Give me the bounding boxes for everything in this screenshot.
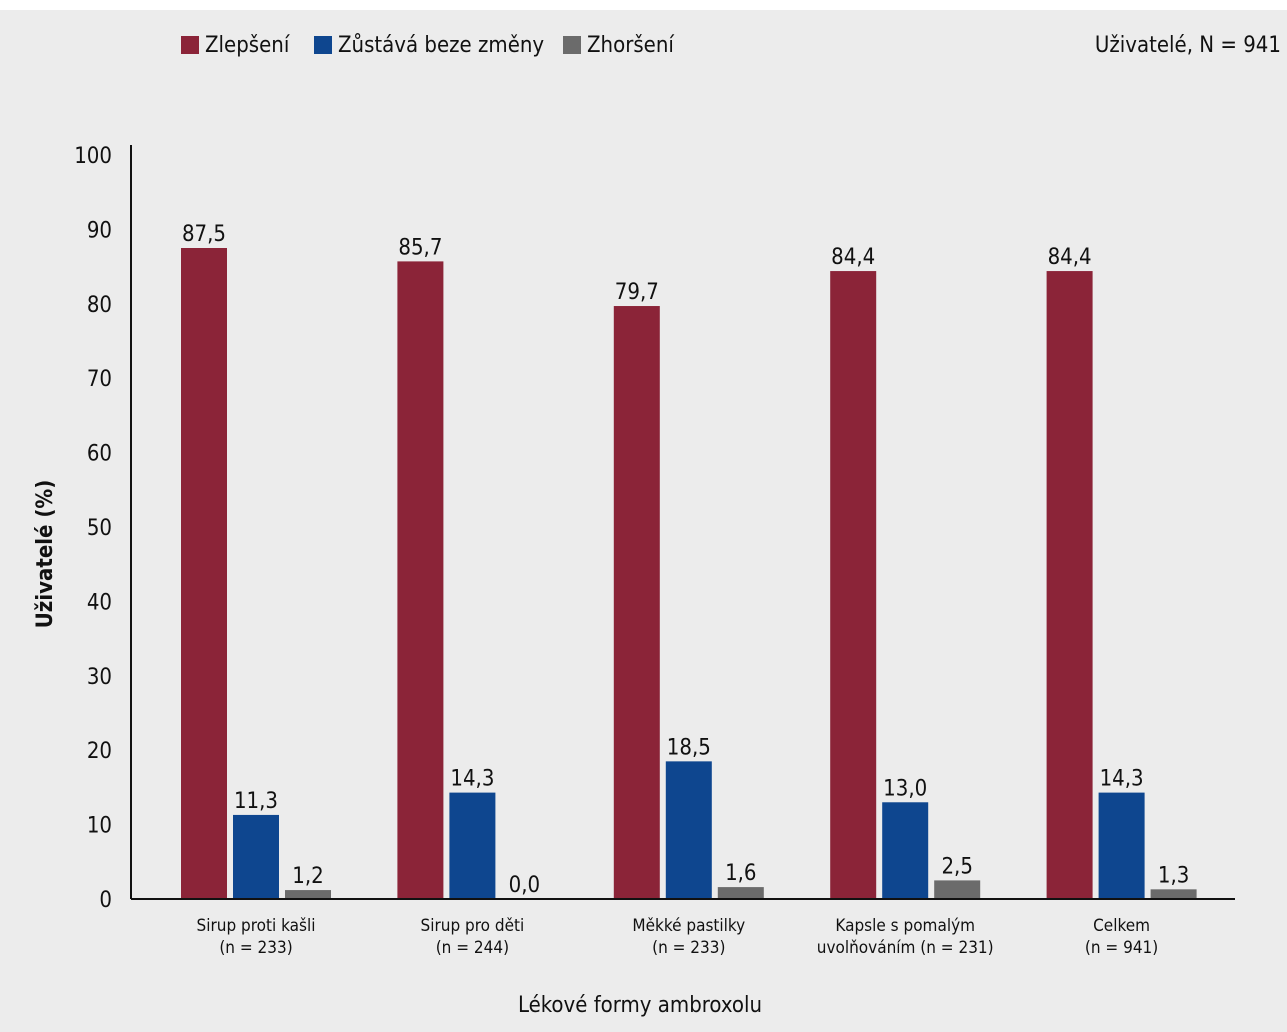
y-tick-label: 40 bbox=[87, 590, 112, 615]
legend-swatch-1 bbox=[181, 36, 199, 54]
bar-2-4 bbox=[882, 802, 929, 899]
data-label-2-2: 14,3 bbox=[450, 767, 494, 792]
x-tick-label: (n = 233) bbox=[219, 938, 292, 958]
x-tick-label: (n = 941) bbox=[1085, 938, 1158, 958]
data-label-3-3: 1,6 bbox=[725, 861, 756, 886]
data-label-2-4: 13,0 bbox=[883, 776, 927, 801]
legend: Zlepšení Zůstává beze změny Zhoršení bbox=[181, 33, 675, 58]
bar-3-4 bbox=[934, 880, 981, 899]
bar-3-5 bbox=[1150, 889, 1197, 899]
y-tick-label: 60 bbox=[87, 442, 112, 467]
bar-1-3 bbox=[613, 306, 660, 900]
x-tick-label: Měkké pastilky bbox=[632, 916, 745, 936]
chart-panel: Zlepšení Zůstává beze změny Zhoršení Uživa… bbox=[0, 10, 1287, 1032]
data-label-1-5: 84,4 bbox=[1048, 245, 1092, 270]
x-tick-label: (n = 244) bbox=[436, 938, 509, 958]
y-tick-label: 80 bbox=[87, 293, 112, 318]
bar-3-1 bbox=[285, 890, 331, 899]
data-label-3-1: 1,2 bbox=[292, 864, 323, 889]
data-label-3-2: 0,0 bbox=[509, 873, 540, 898]
x-tick-label: Sirup pro děti bbox=[421, 916, 525, 936]
legend-label-3: Zhoršení bbox=[587, 33, 675, 58]
x-tick-label: Celkem bbox=[1093, 916, 1150, 936]
y-axis-title: Uživatelé (%) bbox=[33, 480, 58, 629]
bar-1-2 bbox=[397, 261, 444, 900]
bar-2-2 bbox=[449, 792, 496, 899]
bar-1-1 bbox=[181, 248, 227, 899]
x-tick-label: uvolňováním (n = 231) bbox=[817, 938, 994, 958]
bar-2-5 bbox=[1098, 792, 1145, 899]
legend-label-2: Zůstává beze změny bbox=[338, 33, 544, 58]
bar-2-1 bbox=[233, 814, 279, 899]
bar-chart: Zlepšení Zůstává beze změny Zhoršení Uživa… bbox=[33, 33, 1281, 1018]
bar-1-4 bbox=[830, 271, 877, 900]
legend-swatch-2 bbox=[314, 36, 332, 54]
legend-label-1: Zlepšení bbox=[205, 33, 291, 58]
y-tick-label: 70 bbox=[87, 367, 112, 392]
data-label-2-1: 11,3 bbox=[234, 789, 278, 814]
y-axis: 0 10 20 30 40 50 60 70 80 90 100 bbox=[74, 144, 132, 913]
data-label-2-5: 14,3 bbox=[1100, 767, 1144, 792]
bar-1-5 bbox=[1046, 271, 1093, 900]
y-tick-label: 0 bbox=[99, 888, 112, 913]
x-axis-title: Lékové formy ambroxolu bbox=[518, 993, 762, 1018]
sample-size-note: Uživatelé, N = 941 bbox=[1095, 33, 1281, 58]
x-axis: Sirup proti kašli(n = 233)Sirup pro děti… bbox=[131, 898, 1235, 958]
x-tick-label: (n = 233) bbox=[652, 938, 725, 958]
bar-2-3 bbox=[665, 761, 712, 899]
y-tick-label: 20 bbox=[87, 739, 112, 764]
y-tick-label: 90 bbox=[87, 218, 112, 243]
y-tick-label: 30 bbox=[87, 665, 112, 690]
legend-swatch-3 bbox=[563, 36, 581, 54]
data-label-1-1: 87,5 bbox=[182, 222, 226, 247]
x-tick-label: Kapsle s pomalým bbox=[835, 916, 975, 936]
data-label-1-2: 85,7 bbox=[398, 235, 442, 260]
y-tick-label: 10 bbox=[87, 814, 112, 839]
data-label-1-3: 79,7 bbox=[615, 280, 659, 305]
data-label-3-4: 2,5 bbox=[941, 854, 972, 879]
data-label-2-3: 18,5 bbox=[667, 735, 711, 760]
data-label-3-5: 1,3 bbox=[1158, 863, 1189, 888]
bar-3-3 bbox=[717, 887, 764, 899]
y-tick-label: 100 bbox=[74, 144, 112, 169]
y-tick-label: 50 bbox=[87, 516, 112, 541]
bars: 87,5 11,3 1,2 85,7 14,3 0,0 79,7 18,5 1,6 84,4 13,… bbox=[181, 222, 1197, 900]
data-label-1-4: 84,4 bbox=[831, 245, 875, 270]
x-tick-label: Sirup proti kašli bbox=[197, 916, 316, 936]
